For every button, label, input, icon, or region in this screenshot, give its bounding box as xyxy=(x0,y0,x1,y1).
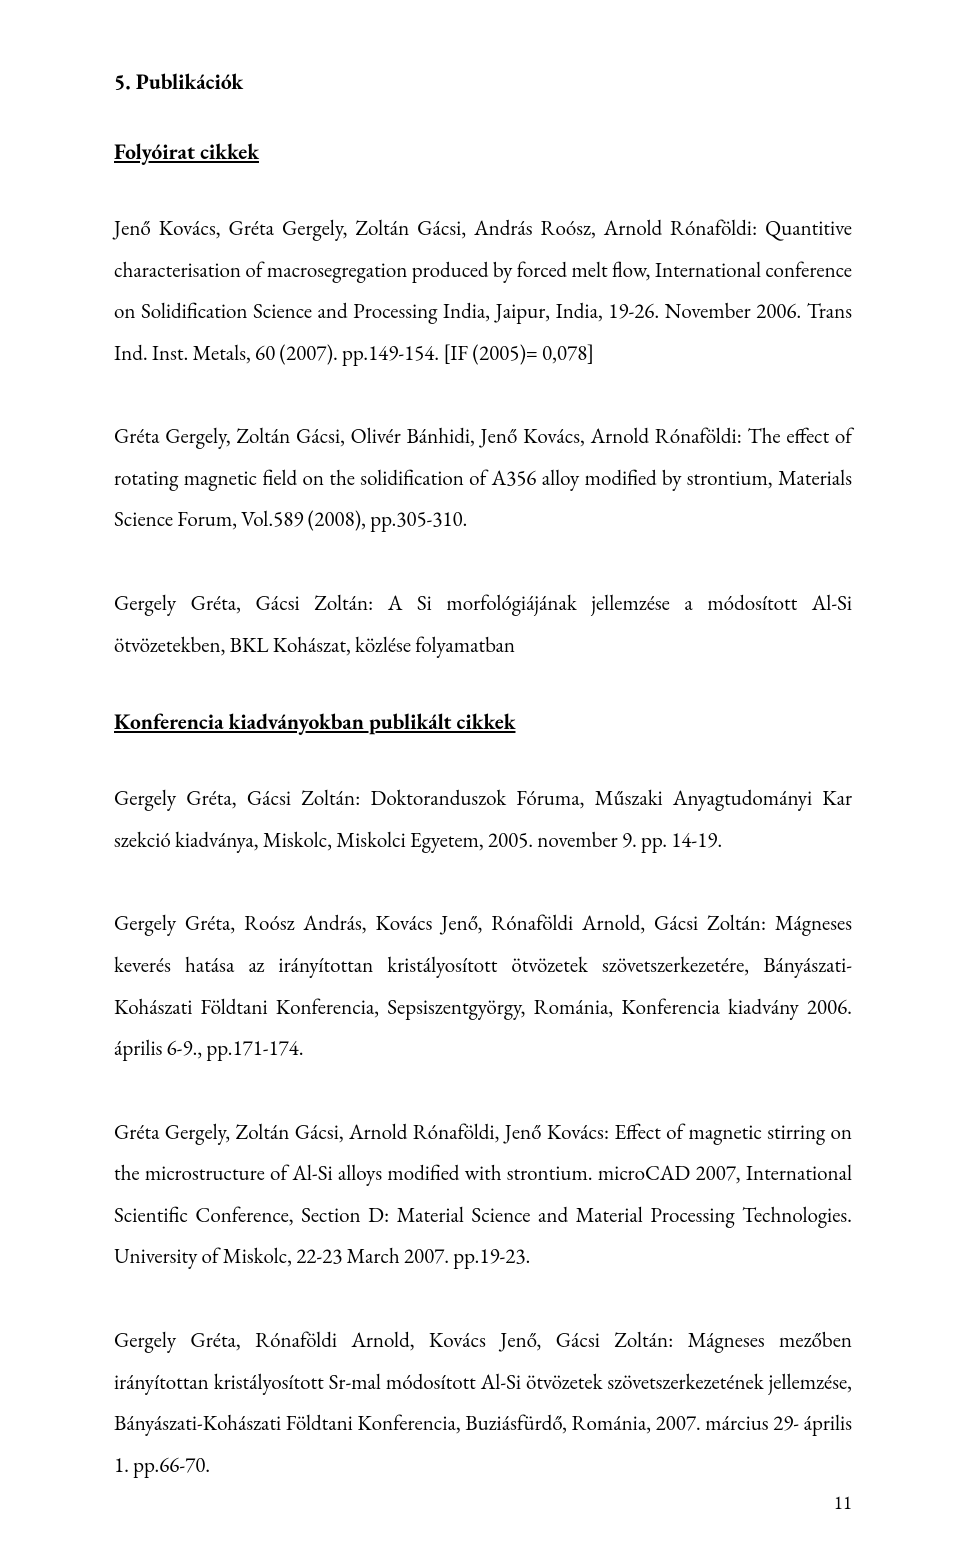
section-heading: 5. Publikációk xyxy=(114,68,852,96)
page: 5. Publikációk Folyóirat cikkek Jenő Kov… xyxy=(0,0,960,1567)
page-number: 11 xyxy=(834,1490,852,1515)
section-title: Publikációk xyxy=(136,68,243,96)
reference-paragraph: Gergely Gréta, Gácsi Zoltán: A Si morfol… xyxy=(114,583,852,666)
subheading-journal-articles: Folyóirat cikkek xyxy=(114,138,852,166)
section-number: 5. xyxy=(114,68,131,96)
reference-paragraph: Jenő Kovács, Gréta Gergely, Zoltán Gácsi… xyxy=(114,208,852,374)
reference-paragraph: Gréta Gergely, Zoltán Gácsi, Arnold Róna… xyxy=(114,1112,852,1278)
reference-paragraph: Gergely Gréta, Roósz András, Kovács Jenő… xyxy=(114,903,852,1069)
reference-paragraph: Gergely Gréta, Rónaföldi Arnold, Kovács … xyxy=(114,1320,852,1486)
reference-paragraph: Gergely Gréta, Gácsi Zoltán: Doktorandus… xyxy=(114,778,852,861)
reference-paragraph: Gréta Gergely, Zoltán Gácsi, Olivér Bánh… xyxy=(114,416,852,541)
subheading-conference-articles: Konferencia kiadványokban publikált cikk… xyxy=(114,708,852,736)
